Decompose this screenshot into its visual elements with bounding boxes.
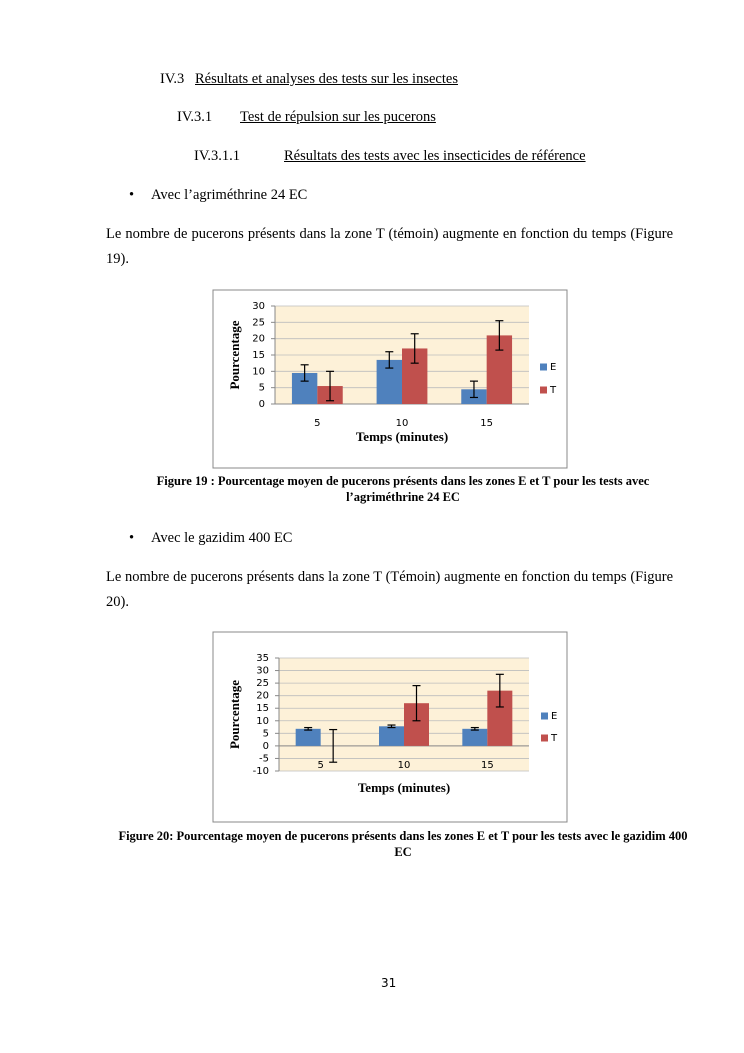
- y-tick-label: 20: [256, 691, 269, 702]
- figure-caption: Figure 20: Pourcentage moyen de pucerons…: [118, 829, 688, 859]
- error-bar: [385, 351, 394, 369]
- y-tick-label: 5: [259, 383, 265, 394]
- bar: [379, 726, 404, 746]
- legend-label: E: [550, 362, 556, 373]
- y-tick-label: 10: [252, 366, 265, 377]
- error-bar: [410, 333, 419, 364]
- heading-number: IV.3: [160, 71, 185, 87]
- heading-title: Résultats des tests avec les insecticide…: [284, 148, 586, 164]
- x-tick-label: 5: [314, 418, 320, 429]
- error-bar: [326, 370, 335, 402]
- legend-label: T: [550, 733, 558, 744]
- legend-swatch: [540, 386, 547, 394]
- legend-label: E: [551, 711, 557, 722]
- error-bar: [470, 726, 479, 731]
- y-axis-title: Pourcentage: [227, 680, 242, 749]
- heading-title: Résultats et analyses des tests sur les …: [195, 71, 458, 87]
- error-bar: [300, 364, 309, 382]
- bullet-dot: •: [129, 530, 135, 546]
- x-tick-label: 15: [480, 418, 493, 429]
- y-tick-label: 10: [256, 716, 269, 727]
- bullet-dot: •: [129, 187, 135, 203]
- y-tick-label: 30: [256, 666, 269, 677]
- y-tick-label: 20: [252, 334, 265, 345]
- error-bar: [469, 380, 478, 399]
- x-tick-label: 15: [481, 760, 494, 771]
- page-number: 31: [381, 976, 397, 990]
- legend-label: T: [549, 385, 557, 396]
- figure-caption: Figure 19 : Pourcentage moyen de puceron…: [156, 474, 650, 504]
- error-bar: [495, 320, 504, 351]
- y-tick-label: 25: [256, 678, 269, 689]
- y-tick-label: 0: [263, 741, 269, 752]
- legend-swatch: [540, 363, 547, 371]
- heading-number: IV.3.1: [177, 109, 213, 125]
- y-tick-label: 30: [252, 301, 265, 312]
- error-bar: [495, 673, 504, 708]
- y-axis-title: Pourcentage: [227, 320, 242, 389]
- heading-title: Test de répulsion sur les pucerons: [240, 109, 436, 125]
- bar: [295, 728, 321, 746]
- x-tick-label: 10: [396, 418, 409, 429]
- paragraph: Le nombre de pucerons présents dans la z…: [106, 226, 673, 267]
- legend-swatch: [541, 712, 548, 720]
- y-tick-label: -5: [259, 753, 269, 764]
- x-axis-title: Temps (minutes): [358, 780, 450, 795]
- x-tick-label: 5: [317, 760, 323, 771]
- error-bar: [304, 726, 313, 731]
- heading-number: IV.3.1.1: [194, 148, 241, 164]
- y-tick-label: 15: [256, 703, 269, 714]
- x-tick-label: 10: [398, 760, 411, 771]
- error-bar: [412, 685, 421, 722]
- error-bar: [329, 728, 338, 763]
- y-tick-label: 5: [263, 728, 269, 739]
- y-tick-label: -10: [253, 766, 269, 777]
- y-tick-label: 0: [259, 399, 265, 410]
- legend-swatch: [541, 734, 548, 742]
- y-tick-label: 15: [252, 350, 265, 361]
- x-axis-title: Temps (minutes): [356, 429, 448, 444]
- y-tick-label: 35: [256, 653, 269, 664]
- paragraph: Le nombre de pucerons présents dans la z…: [106, 569, 673, 610]
- bullet-text: Avec l’agriméthrine 24 EC: [151, 187, 308, 203]
- y-tick-label: 25: [252, 317, 265, 328]
- bar: [462, 728, 488, 746]
- error-bar: [387, 724, 396, 729]
- bullet-text: Avec le gazidim 400 EC: [151, 530, 293, 546]
